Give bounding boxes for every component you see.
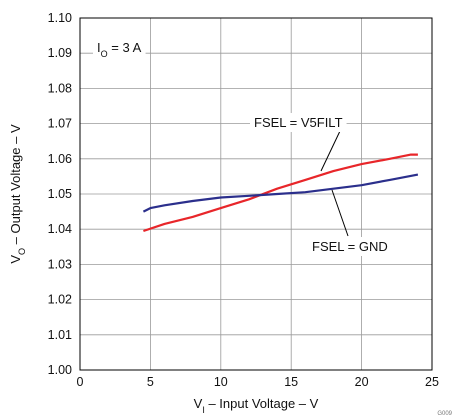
- x-tick-label-1: 5: [147, 375, 154, 389]
- x-axis-label: VI – Input Voltage – V: [194, 396, 319, 415]
- series-lines: [142, 153, 419, 233]
- tick-labels: 0 5 10 15 20 25 1.00 1.01 1.02 1.03 1.04 1.05 1.06 1.…: [48, 11, 439, 389]
- series-label-background-gnd: [308, 237, 392, 256]
- leader-line-v5filt: [320, 130, 341, 172]
- y-tick-label-2: 1.02: [48, 293, 72, 307]
- y-tick-label-1: 1.01: [48, 328, 72, 342]
- y-tick-label-6: 1.06: [48, 152, 72, 166]
- condition-label-background: [93, 38, 146, 61]
- y-tick-label-4: 1.04: [48, 222, 72, 236]
- grid: [79, 17, 433, 371]
- x-tick-label-0: 0: [77, 375, 84, 389]
- plot-frame: [79, 17, 433, 371]
- y-tick-label-7: 1.07: [48, 117, 72, 131]
- x-tick-label-5: 25: [425, 375, 439, 389]
- series-label-v5filt: FSEL = V5FILT: [254, 115, 343, 130]
- series-label-background-v5filt: [250, 113, 347, 132]
- series-line-0: [143, 153, 418, 233]
- y-tick-label-3: 1.03: [48, 257, 72, 271]
- leader-line-gnd: [331, 189, 349, 237]
- figure-code: G009: [437, 411, 452, 417]
- condition-label: IO = 3 A: [97, 40, 142, 59]
- y-tick-label-5: 1.05: [48, 187, 72, 201]
- x-tick-label-4: 20: [355, 375, 369, 389]
- annotations: IO = 3 A FSEL = V5FILT FSEL = GND: [93, 38, 392, 256]
- x-tick-label-2: 10: [214, 375, 228, 389]
- y-tick-label-0: 1.00: [48, 363, 72, 377]
- x-tick-label-3: 15: [284, 375, 298, 389]
- y-tick-label-10: 1.10: [48, 11, 72, 25]
- series-line-1: [142, 173, 419, 213]
- y-tick-label-9: 1.09: [48, 46, 72, 60]
- y-tick-label-8: 1.08: [48, 81, 72, 95]
- y-axis-label: VO – Output Voltage – V: [8, 124, 27, 264]
- series-label-gnd: FSEL = GND: [312, 239, 388, 254]
